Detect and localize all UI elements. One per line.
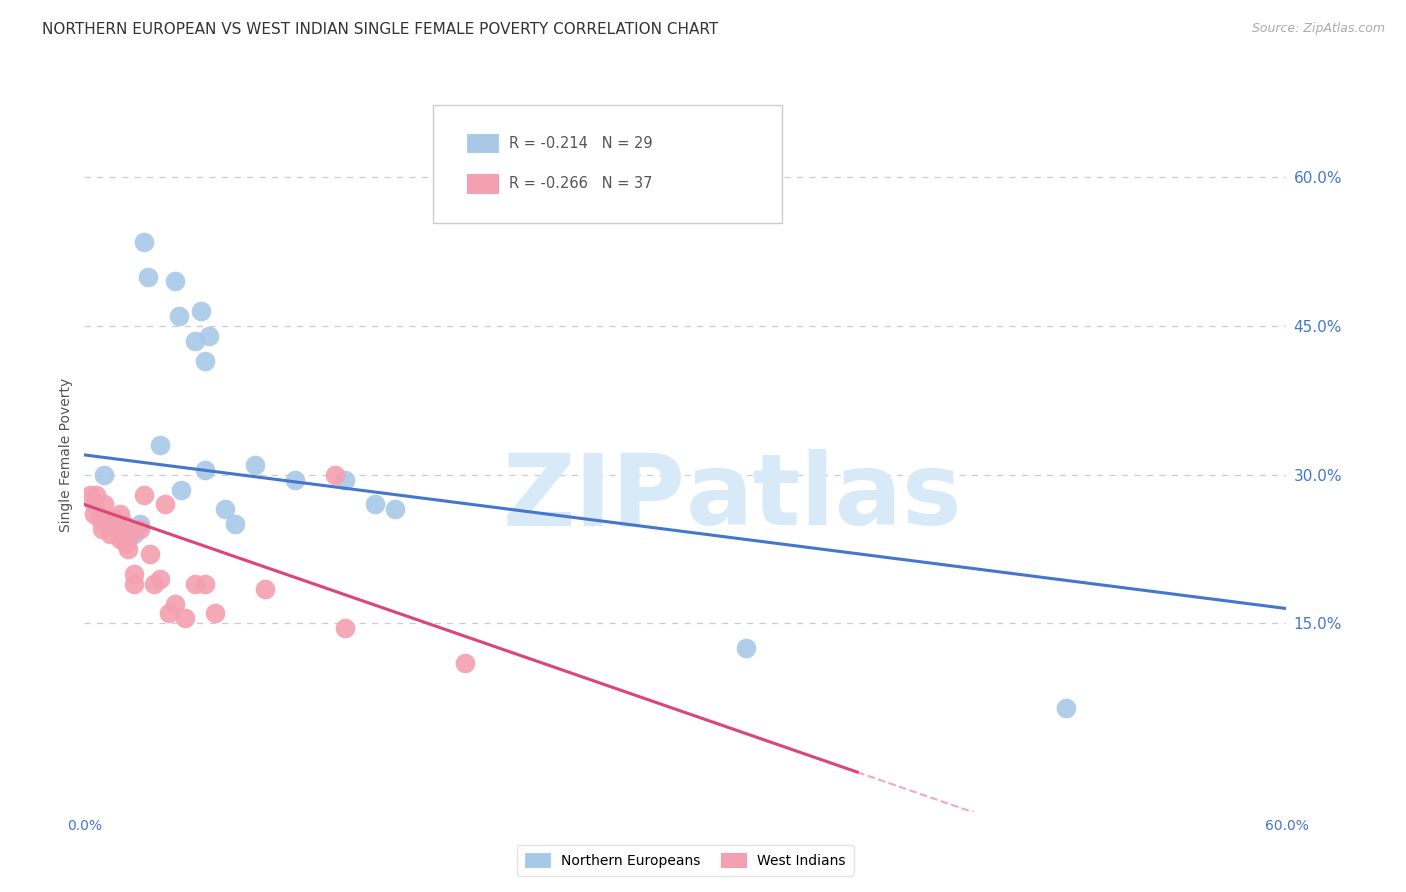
Point [110, 532, 132, 546]
Point [138, 269, 160, 284]
Point [194, 576, 217, 591]
Point [110, 522, 132, 536]
Point [190, 304, 212, 318]
Point [253, 582, 276, 596]
Text: Source: ZipAtlas.com: Source: ZipAtlas.com [1251, 22, 1385, 36]
Point [157, 607, 180, 621]
Point [214, 502, 236, 516]
Point [114, 517, 135, 532]
Point [83, 498, 105, 512]
Point [117, 542, 139, 557]
Point [129, 522, 152, 536]
Point [243, 458, 266, 472]
FancyBboxPatch shape [467, 134, 498, 153]
Point [384, 502, 406, 516]
Point [364, 498, 387, 512]
Point [173, 611, 195, 625]
Point [153, 498, 176, 512]
FancyBboxPatch shape [467, 175, 498, 193]
Point [183, 576, 205, 591]
Point [734, 641, 756, 656]
Point [143, 576, 166, 591]
Point [163, 597, 186, 611]
Point [284, 473, 307, 487]
Point [79, 487, 101, 501]
Point [183, 334, 205, 348]
Point [120, 527, 142, 541]
Point [149, 572, 172, 586]
Point [134, 235, 156, 249]
Point [163, 275, 186, 289]
Point [139, 547, 162, 561]
Y-axis label: Single Female Poverty: Single Female Poverty [59, 378, 73, 532]
Point [110, 508, 132, 522]
Point [204, 607, 226, 621]
Point [149, 438, 172, 452]
Point [333, 473, 356, 487]
Point [323, 467, 346, 482]
Point [167, 309, 190, 323]
Legend: Northern Europeans, West Indians: Northern Europeans, West Indians [516, 845, 855, 876]
Point [124, 566, 146, 581]
Point [97, 517, 120, 532]
Point [114, 527, 135, 541]
FancyBboxPatch shape [433, 105, 782, 223]
Point [93, 498, 115, 512]
Text: NORTHERN EUROPEAN VS WEST INDIAN SINGLE FEMALE POVERTY CORRELATION CHART: NORTHERN EUROPEAN VS WEST INDIAN SINGLE … [42, 22, 718, 37]
Point [1054, 700, 1077, 714]
Point [117, 532, 139, 546]
Point [194, 353, 217, 368]
Text: R = -0.214   N = 29: R = -0.214 N = 29 [509, 136, 652, 151]
Point [129, 517, 152, 532]
Point [124, 527, 146, 541]
Point [91, 522, 114, 536]
Point [194, 463, 217, 477]
Point [86, 487, 108, 501]
Point [100, 527, 122, 541]
Point [197, 329, 219, 343]
Point [134, 487, 156, 501]
Point [115, 537, 138, 551]
Point [105, 522, 128, 536]
Point [83, 508, 105, 522]
Point [224, 517, 246, 532]
Text: atlas: atlas [686, 450, 962, 546]
Point [124, 576, 146, 591]
Text: R = -0.266   N = 37: R = -0.266 N = 37 [509, 177, 652, 191]
Point [93, 467, 115, 482]
Point [333, 621, 356, 635]
Point [97, 512, 120, 526]
Point [114, 527, 135, 541]
Point [89, 512, 111, 526]
Text: ZIP: ZIP [502, 450, 686, 546]
Point [103, 512, 125, 526]
Point [454, 656, 477, 670]
Point [93, 512, 115, 526]
Point [169, 483, 191, 497]
Point [103, 517, 125, 532]
Point [101, 517, 124, 532]
